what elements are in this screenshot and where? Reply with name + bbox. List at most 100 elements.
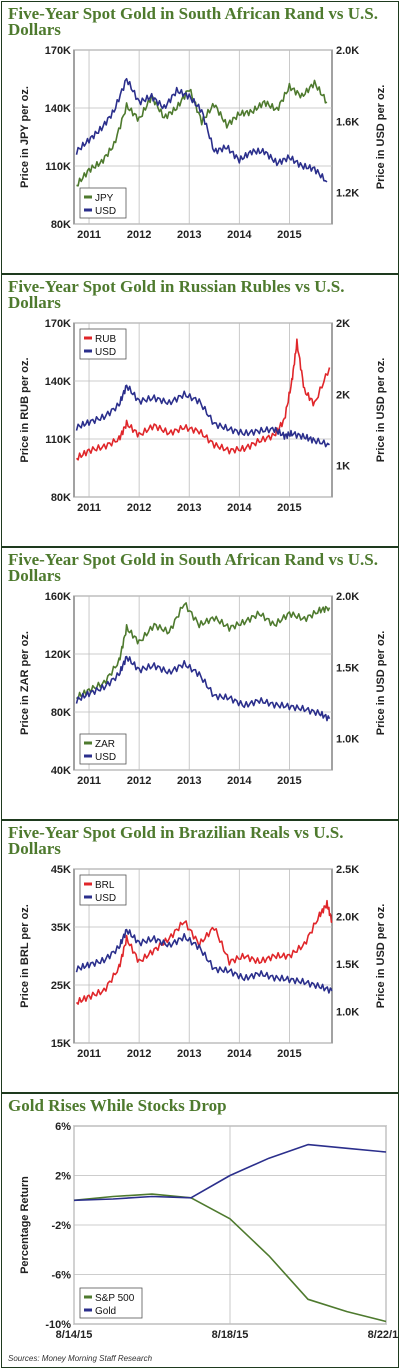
x-tick-label: 2011: [77, 775, 101, 787]
x-tick-label: 2014: [227, 229, 252, 241]
legend-box: [79, 733, 127, 765]
y2-axis-label: Price in USD per oz.: [375, 904, 387, 1009]
y-tick-label: -2%: [51, 1220, 71, 1232]
x-tick-label: 2011: [77, 502, 101, 514]
x-tick-label: 8/14/15: [56, 1329, 93, 1341]
y-axis-label: Price in RUB per oz.: [19, 357, 31, 462]
legend-label: S&P 500: [95, 1293, 135, 1304]
y-axis-label: Price in BRL per oz.: [19, 904, 31, 1008]
y2-tick-label: 2.0K: [336, 591, 359, 603]
legend-box: [79, 187, 127, 219]
legend: S&P 500 Gold: [79, 1287, 143, 1319]
legend-label: BRL: [95, 880, 115, 891]
y2-axis-label: Price in USD per oz.: [375, 631, 387, 736]
x-tick-label: 2015: [277, 775, 301, 787]
y2-tick-label: 2.5K: [336, 864, 359, 876]
legend: JPY USD: [79, 187, 127, 219]
legend-label: USD: [95, 893, 116, 904]
y2-tick-label: 1.2K: [336, 188, 359, 200]
x-tick-label: 2013: [177, 775, 201, 787]
panel-brl: Five-Year Spot Gold in Brazilian Reals v…: [2, 821, 398, 1091]
x-tick-label: 2012: [127, 502, 151, 514]
chart-title: Five-Year Spot Gold in South African Ran…: [8, 550, 378, 585]
y-tick-label: -10%: [45, 1319, 71, 1331]
y-tick-label: 40K: [51, 765, 71, 777]
legend: BRL USD: [79, 874, 127, 906]
source-note: Sources: Money Morning Staff Research: [8, 1354, 153, 1363]
panel-rub: Five-Year Spot Gold in Russian Rubles vs…: [2, 275, 398, 545]
divider: [2, 273, 398, 275]
legend-box: [79, 328, 127, 360]
y2-tick-label: 1.0K: [336, 1007, 359, 1019]
x-tick-label: 2015: [277, 1048, 301, 1060]
divider: [2, 546, 398, 548]
x-tick-label: 2013: [177, 229, 201, 241]
x-tick-label: 2014: [227, 502, 252, 514]
y2-tick-label: 1.5K: [336, 662, 359, 674]
y-tick-label: -6%: [51, 1270, 71, 1282]
series-line-s-p-500: [73, 1193, 387, 1323]
x-tick-label: 8/22/15: [368, 1329, 398, 1341]
y-tick-label: 110K: [45, 434, 71, 446]
brl-usd-chart: 15K 25K 35K 45K 2011 2012 2013 2014 2015 1.0K 1.5K…: [19, 864, 387, 1060]
y2-axis-label: Price in USD per oz.: [375, 358, 387, 463]
series-line-gold: [73, 1143, 387, 1202]
y-tick-label: 15K: [51, 1038, 71, 1050]
series-line-brl: [75, 899, 333, 1005]
rub-usd-chart: 80K 110K 140K 170K 2011 2012 2013 2014 2015 1K 2K 2…: [19, 318, 387, 514]
y2-tick-label: 2K: [336, 318, 350, 330]
y-tick-label: 80K: [51, 492, 71, 504]
x-tick-label: 2014: [227, 1048, 252, 1060]
legend-label: USD: [95, 752, 116, 763]
x-tick-label: 2011: [77, 1048, 101, 1060]
y2-tick-label: 1.6K: [336, 116, 359, 128]
zar-usd-chart: 40K 80K 120K 160K 2011 2012 2013 2014 2015 1.0K 1.…: [19, 591, 387, 787]
legend-label: USD: [95, 206, 116, 217]
chart-title: Five-Year Spot Gold in Brazilian Reals v…: [8, 823, 344, 858]
y-tick-label: 170K: [45, 45, 71, 57]
chart-title: Five-Year Spot Gold in South African Ran…: [8, 4, 378, 39]
x-tick-label: 2013: [177, 502, 201, 514]
divider: [2, 1092, 398, 1094]
x-tick-label: 2011: [77, 229, 101, 241]
legend-box: [79, 1287, 143, 1319]
series-line-usd: [75, 384, 330, 448]
jpy-usd-chart: 80K 110K 140K 170K 2011 2012 2013 2014 2015 1.2K 1…: [19, 45, 387, 241]
y-tick-label: 120K: [45, 649, 71, 661]
y-axis-label: Percentage Return: [19, 1176, 31, 1274]
y-tick-label: 45K: [51, 864, 71, 876]
x-tick-label: 8/18/15: [212, 1329, 249, 1341]
y2-tick-label: 1.0K: [336, 734, 359, 746]
panel-zar: Five-Year Spot Gold in South African Ran…: [2, 548, 398, 818]
x-tick-label: 2015: [277, 502, 301, 514]
y2-tick-label: 1.5K: [336, 959, 359, 971]
y-tick-label: 35K: [51, 922, 71, 934]
chart-title: Gold Rises While Stocks Drop: [8, 1096, 227, 1115]
y-tick-label: 25K: [51, 980, 71, 992]
gold-vs-stocks-chart: -10% -6% -2% 2% 6% 8/14/15 8/18/15 8/22/15 Perce…: [19, 1121, 398, 1341]
series-line-usd: [75, 655, 331, 722]
panel-jpy: Five-Year Spot Gold in South African Ran…: [2, 2, 398, 272]
x-tick-label: 2012: [127, 229, 151, 241]
y-tick-label: 80K: [51, 707, 71, 719]
series-line-usd: [75, 77, 328, 183]
legend-label: Gold: [95, 1306, 116, 1317]
y-axis-label: Price in JPY per oz.: [19, 86, 31, 188]
x-tick-label: 2015: [277, 229, 301, 241]
y-tick-label: 80K: [51, 219, 71, 231]
y-tick-label: 110K: [45, 161, 71, 173]
y2-tick-label: 2.0K: [336, 45, 359, 57]
series-line-rub: [75, 338, 331, 461]
series-line-zar: [75, 602, 331, 700]
y2-tick-label: 1K: [336, 461, 350, 473]
y2-tick-label: 2K: [336, 389, 350, 401]
chart-title: Five-Year Spot Gold in Russian Rubles vs…: [8, 277, 345, 312]
y2-tick-label: 2.0K: [336, 912, 359, 924]
y-axis-label: Price in ZAR per oz.: [19, 631, 31, 735]
legend: ZAR USD: [79, 733, 127, 765]
panel-gold-stocks: Gold Rises While Stocks Drop -10% -6% -2% 2…: [2, 1094, 398, 1352]
legend-label: RUB: [95, 334, 116, 345]
legend: RUB USD: [79, 328, 127, 360]
legend-box: [79, 874, 127, 906]
